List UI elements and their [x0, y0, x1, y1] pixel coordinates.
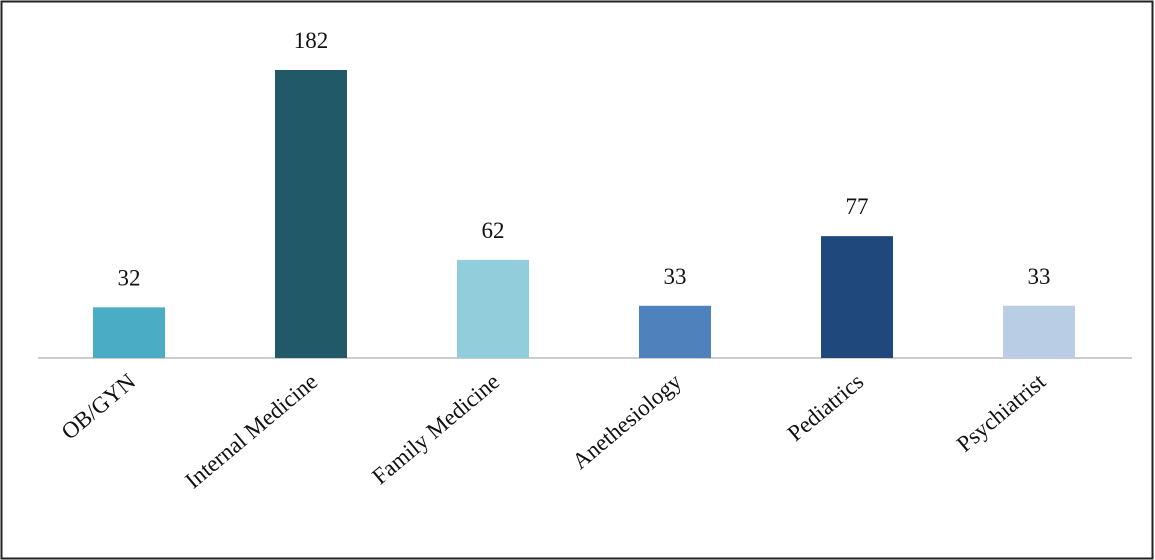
data-label: 77	[846, 194, 869, 219]
bar	[1003, 305, 1075, 358]
bar	[457, 259, 529, 358]
bar	[93, 307, 165, 358]
data-label: 32	[118, 265, 141, 290]
bar	[639, 305, 711, 358]
bar	[275, 70, 347, 358]
data-label: 62	[482, 218, 505, 243]
data-label: 33	[664, 264, 687, 289]
data-label: 182	[294, 28, 329, 53]
data-label: 33	[1028, 264, 1051, 289]
bar	[821, 236, 893, 358]
